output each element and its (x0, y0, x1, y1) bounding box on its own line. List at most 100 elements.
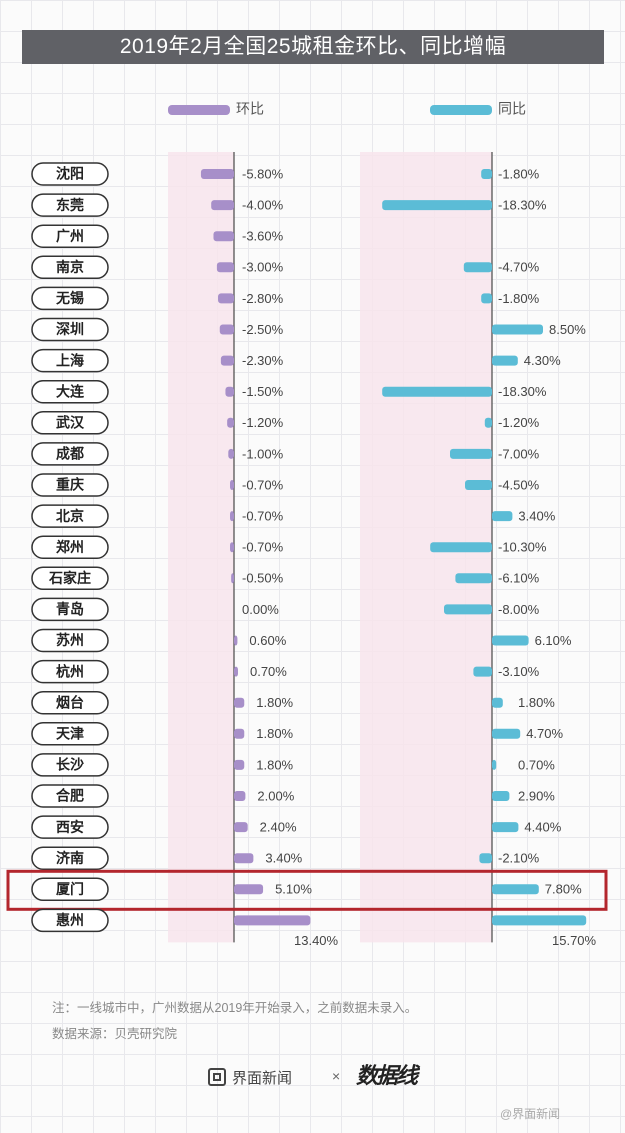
category-label: 合肥 (56, 788, 84, 804)
watermark: @界面新闻 (500, 1107, 561, 1121)
tongbi-value-label: 6.10% (535, 633, 572, 648)
huanbi-value-label: -0.70% (242, 540, 284, 555)
huanbi-bar (211, 200, 234, 211)
category-pill (31, 473, 109, 497)
huanbi-value-label: -5.80% (242, 166, 284, 181)
legend-label-tongbi: 同比 (498, 101, 526, 117)
category-pill (31, 255, 109, 280)
tongbi-value-label: 8.50% (549, 322, 586, 337)
tongbi-bar (450, 448, 492, 459)
tongbi-value-label: -4.50% (498, 477, 540, 492)
category-pill (31, 224, 109, 248)
tongbi-bar (492, 511, 513, 522)
category-pill (31, 659, 109, 684)
tongbi-value-label: -7.00% (498, 446, 540, 461)
tongbi-bar (484, 417, 492, 428)
tongbi-bar (473, 666, 492, 677)
category-pill (31, 504, 109, 528)
category-label: 成都 (56, 446, 84, 462)
category-pill (31, 286, 109, 311)
huanbi-bar (234, 759, 245, 770)
tongbi-value-label: 3.40% (518, 509, 555, 524)
legend-swatch-huanbi (168, 105, 230, 115)
category-label: 惠州 (56, 912, 84, 928)
brand-separator: × (332, 1068, 341, 1084)
huanbi-bar (234, 884, 264, 895)
category-label: 石家庄 (48, 570, 91, 586)
tongbi-value-label: -8.00% (498, 602, 540, 617)
source-note: 数据来源：贝壳研究院 (52, 1027, 178, 1041)
huanbi-value-label: 0.70% (250, 664, 287, 679)
category-label: 长沙 (56, 757, 84, 773)
tongbi-value-label: -3.10% (498, 664, 540, 679)
tongbi-bar (382, 200, 492, 211)
huanbi-bar (234, 666, 238, 677)
category-label: 东莞 (56, 197, 84, 213)
huanbi-bar (227, 417, 234, 428)
tongbi-value-label: -6.10% (498, 571, 540, 586)
category-label: 苏州 (56, 632, 84, 648)
legend-swatch-tongbi (430, 105, 492, 115)
category-pill (31, 628, 109, 653)
category-pill (31, 162, 109, 186)
tongbi-value-label: 1.80% (518, 695, 555, 710)
tongbi-bar (492, 635, 529, 646)
category-label: 南京 (56, 259, 84, 275)
tongbi-value-label: -1.20% (498, 415, 540, 430)
category-label: 天津 (56, 726, 84, 742)
category-label: 广州 (56, 228, 84, 244)
huanbi-value-label: 13.40% (294, 933, 339, 948)
category-label: 大连 (56, 383, 85, 399)
huanbi-value-label: -2.50% (242, 322, 284, 337)
category-label: 厦门 (56, 881, 84, 897)
huanbi-bar (220, 355, 234, 366)
huanbi-value-label: -4.00% (242, 198, 284, 213)
huanbi-value-label: 1.80% (256, 726, 293, 741)
brand-datalogo: 数据线 (356, 1063, 418, 1089)
category-label: 无锡 (55, 290, 84, 306)
huanbi-value-label: -1.50% (242, 384, 284, 399)
category-label: 武汉 (56, 415, 85, 431)
tongbi-bar (382, 386, 492, 397)
huanbi-bar (230, 511, 234, 522)
tongbi-bar (492, 728, 521, 739)
tongbi-value-label: -1.80% (498, 166, 540, 181)
huanbi-bar (216, 262, 234, 273)
huanbi-bar (200, 169, 234, 179)
category-pill (31, 722, 109, 746)
huanbi-negative-band (168, 152, 234, 943)
huanbi-value-label: -2.80% (242, 291, 284, 306)
huanbi-value-label: -0.70% (242, 509, 284, 524)
huanbi-value-label: 2.00% (257, 788, 294, 803)
footnote: 注：一线城市中，广州数据从2019年开始录入，之前数据未录入。 (52, 1001, 418, 1015)
huanbi-value-label: 0.60% (249, 633, 286, 648)
huanbi-value-label: 3.40% (265, 851, 302, 866)
category-label: 北京 (56, 508, 84, 524)
category-label: 郑州 (56, 539, 84, 555)
tongbi-bar (492, 915, 587, 926)
tongbi-value-label: -4.70% (498, 260, 540, 275)
huanbi-value-label: -2.30% (242, 353, 284, 368)
tongbi-value-label: 7.80% (545, 882, 582, 897)
huanbi-bar (234, 853, 254, 864)
huanbi-value-label: 1.80% (256, 695, 293, 710)
huanbi-bar (230, 542, 234, 553)
tongbi-bar (430, 542, 492, 553)
category-pill (31, 193, 109, 217)
huanbi-bar (230, 480, 234, 490)
category-label: 上海 (56, 352, 84, 368)
huanbi-bar (234, 822, 248, 833)
category-pill (31, 753, 109, 777)
tongbi-value-label: -18.30% (498, 198, 547, 213)
tongbi-value-label: 4.40% (524, 820, 561, 835)
category-pill (31, 379, 109, 404)
huanbi-bar (231, 573, 234, 584)
category-pill (31, 877, 109, 902)
huanbi-value-label: 1.80% (256, 757, 293, 772)
category-label: 杭州 (56, 663, 84, 679)
category-pill (31, 815, 109, 839)
tongbi-bar (465, 480, 492, 490)
category-pill (31, 597, 109, 622)
category-pill (31, 317, 109, 342)
